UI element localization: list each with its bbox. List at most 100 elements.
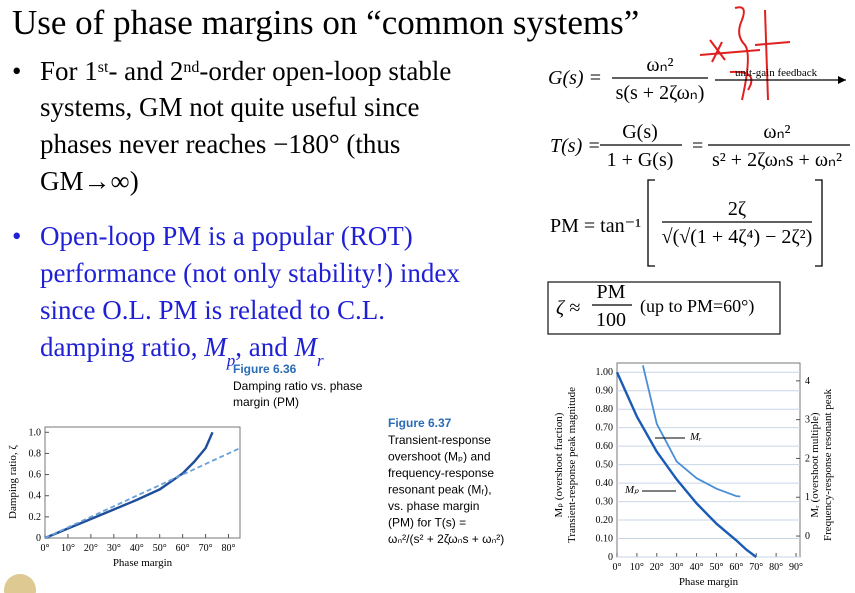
annotation: Mₚ xyxy=(624,484,639,496)
bullet-line: systems, GM not quite useful since xyxy=(40,92,419,122)
y2-tick-label: 3 xyxy=(805,415,810,426)
y2-tick-label: 0 xyxy=(805,531,810,542)
x-tick-label: 50° xyxy=(153,543,167,554)
figure-caption: overshoot (Mₚ) and xyxy=(388,450,491,464)
bullet-line: damping ratio, Mp, and Mr xyxy=(40,332,324,370)
y2-axis-label: Mᵣ (overshoot multiple) xyxy=(809,412,821,518)
text-run: For 1 xyxy=(40,56,98,86)
x-tick-label: 50° xyxy=(709,562,723,573)
figure-caption: margin (PM) xyxy=(233,395,299,409)
x-tick-label: 40° xyxy=(130,543,144,554)
x-tick-label: 0° xyxy=(41,543,50,554)
y-tick-label: 0.70 xyxy=(596,423,614,434)
bullet: • xyxy=(12,56,21,86)
x-tick-label: 40° xyxy=(690,562,704,573)
title: Use of phase margins on “common systems” xyxy=(12,3,639,42)
approx-box xyxy=(547,281,781,335)
bullet-line: GM→∞) xyxy=(40,166,139,196)
figure-label: Figure 6.36 xyxy=(233,362,297,376)
y-tick-label: 0.20 xyxy=(596,515,614,526)
y2-tick-label: 4 xyxy=(805,376,810,387)
denominator: s(s + 2ζωₙ) xyxy=(616,82,705,104)
y-tick-label: 0.40 xyxy=(596,478,614,489)
logo xyxy=(4,574,36,593)
plot-frame xyxy=(44,426,241,539)
y-tick-label: 0.2 xyxy=(29,512,42,523)
x-tick-label: 80° xyxy=(222,543,236,554)
x-tick-label: 60° xyxy=(729,562,743,573)
text-run: -order open-loop stable xyxy=(199,56,451,86)
figure-caption: ωₙ²/(s² + 2ζωₙs + ωₙ²) xyxy=(388,532,504,546)
text-run: r xyxy=(317,351,324,370)
y-tick-label: 0 xyxy=(36,533,41,544)
y-axis-label: Mₚ (overshoot fraction) xyxy=(553,412,565,517)
bullet-line: since O.L. PM is related to C.L. xyxy=(40,295,385,325)
y-tick-label: 0.4 xyxy=(29,491,42,502)
curve xyxy=(615,371,757,558)
x-tick-label: 20° xyxy=(650,562,664,573)
bullet-line: Open-loop PM is a popular (ROT) xyxy=(40,221,413,251)
y-tick-label: 0.6 xyxy=(29,470,42,481)
y-tick-label: 1.0 xyxy=(29,427,42,438)
text-run: , and xyxy=(235,332,294,362)
y2-tick-label: 1 xyxy=(805,492,810,503)
curve xyxy=(44,447,241,539)
x-tick-label: 10° xyxy=(630,562,644,573)
text-run: p xyxy=(226,351,236,370)
numerator: 2ζ xyxy=(728,198,746,220)
figure-caption: frequency-response xyxy=(388,466,494,480)
x-axis-label: Phase margin xyxy=(679,576,739,588)
y-axis-label: Transient-response peak magnitude xyxy=(566,387,578,543)
equation-note: (up to PM=60°) xyxy=(640,296,754,317)
bullet-line: phases never reaches −180° (thus xyxy=(40,129,400,159)
figure-caption: (PM) for T(s) = xyxy=(388,516,466,530)
equation-lhs: G(s) = xyxy=(548,67,602,89)
x-tick-label: 30° xyxy=(107,543,121,554)
arrow-head xyxy=(838,76,846,84)
numerator: ωₙ² xyxy=(763,121,790,143)
equals: = xyxy=(692,135,703,157)
bracket xyxy=(647,179,823,267)
bullet-line: performance (not only stability!) index xyxy=(40,258,460,288)
denominator: 100 xyxy=(596,309,626,331)
x-tick-label: 60° xyxy=(176,543,190,554)
y-tick-label: 0.10 xyxy=(596,534,614,545)
equation-lhs: ζ ≈ xyxy=(556,297,580,319)
text-run: M xyxy=(293,332,318,362)
y-tick-label: 0.8 xyxy=(29,448,42,459)
equation-lhs: T(s) = xyxy=(550,135,601,157)
equation-lhs: PM = tan⁻¹ xyxy=(550,215,641,237)
x-tick-label: 80° xyxy=(769,562,783,573)
bullet-line: For 1st- and 2nd-order open-loop stable xyxy=(40,56,451,86)
text-run: damping ratio, xyxy=(40,332,204,362)
y-tick-label: 0.90 xyxy=(596,386,614,397)
y-tick-label: 0.80 xyxy=(596,404,614,415)
y-tick-label: 0.30 xyxy=(596,497,614,508)
x-tick-label: 70° xyxy=(749,562,763,573)
x-tick-label: 20° xyxy=(84,543,98,554)
y-tick-label: 0 xyxy=(608,552,613,563)
y2-axis-label: Frequency-response resonant peak xyxy=(822,388,834,541)
denominator: √(√(1 + 4ζ⁴) − 2ζ²) xyxy=(662,226,813,248)
x-tick-label: 0° xyxy=(613,562,622,573)
text-run: - and 2 xyxy=(108,56,183,86)
text-run: M xyxy=(203,332,228,362)
x-tick-label: 30° xyxy=(670,562,684,573)
y-tick-label: 1.00 xyxy=(596,367,614,378)
x-tick-label: 90° xyxy=(789,562,803,573)
denominator: s² + 2ζωₙs + ωₙ² xyxy=(712,149,842,171)
x-axis-label: Phase margin xyxy=(113,557,173,569)
figure-caption: vs. phase margin xyxy=(388,499,479,513)
figure-caption: Transient-response xyxy=(388,433,491,447)
y-tick-label: 0.50 xyxy=(596,460,614,471)
numerator: ωₙ² xyxy=(646,54,673,76)
figure-label: Figure 6.37 xyxy=(388,416,452,430)
y2-tick-label: 2 xyxy=(805,453,810,464)
numerator: G(s) xyxy=(622,121,658,143)
equation-note: unit-gain feedback xyxy=(735,67,818,79)
curve xyxy=(44,431,214,540)
curve xyxy=(642,365,741,498)
numerator: PM xyxy=(597,281,626,303)
